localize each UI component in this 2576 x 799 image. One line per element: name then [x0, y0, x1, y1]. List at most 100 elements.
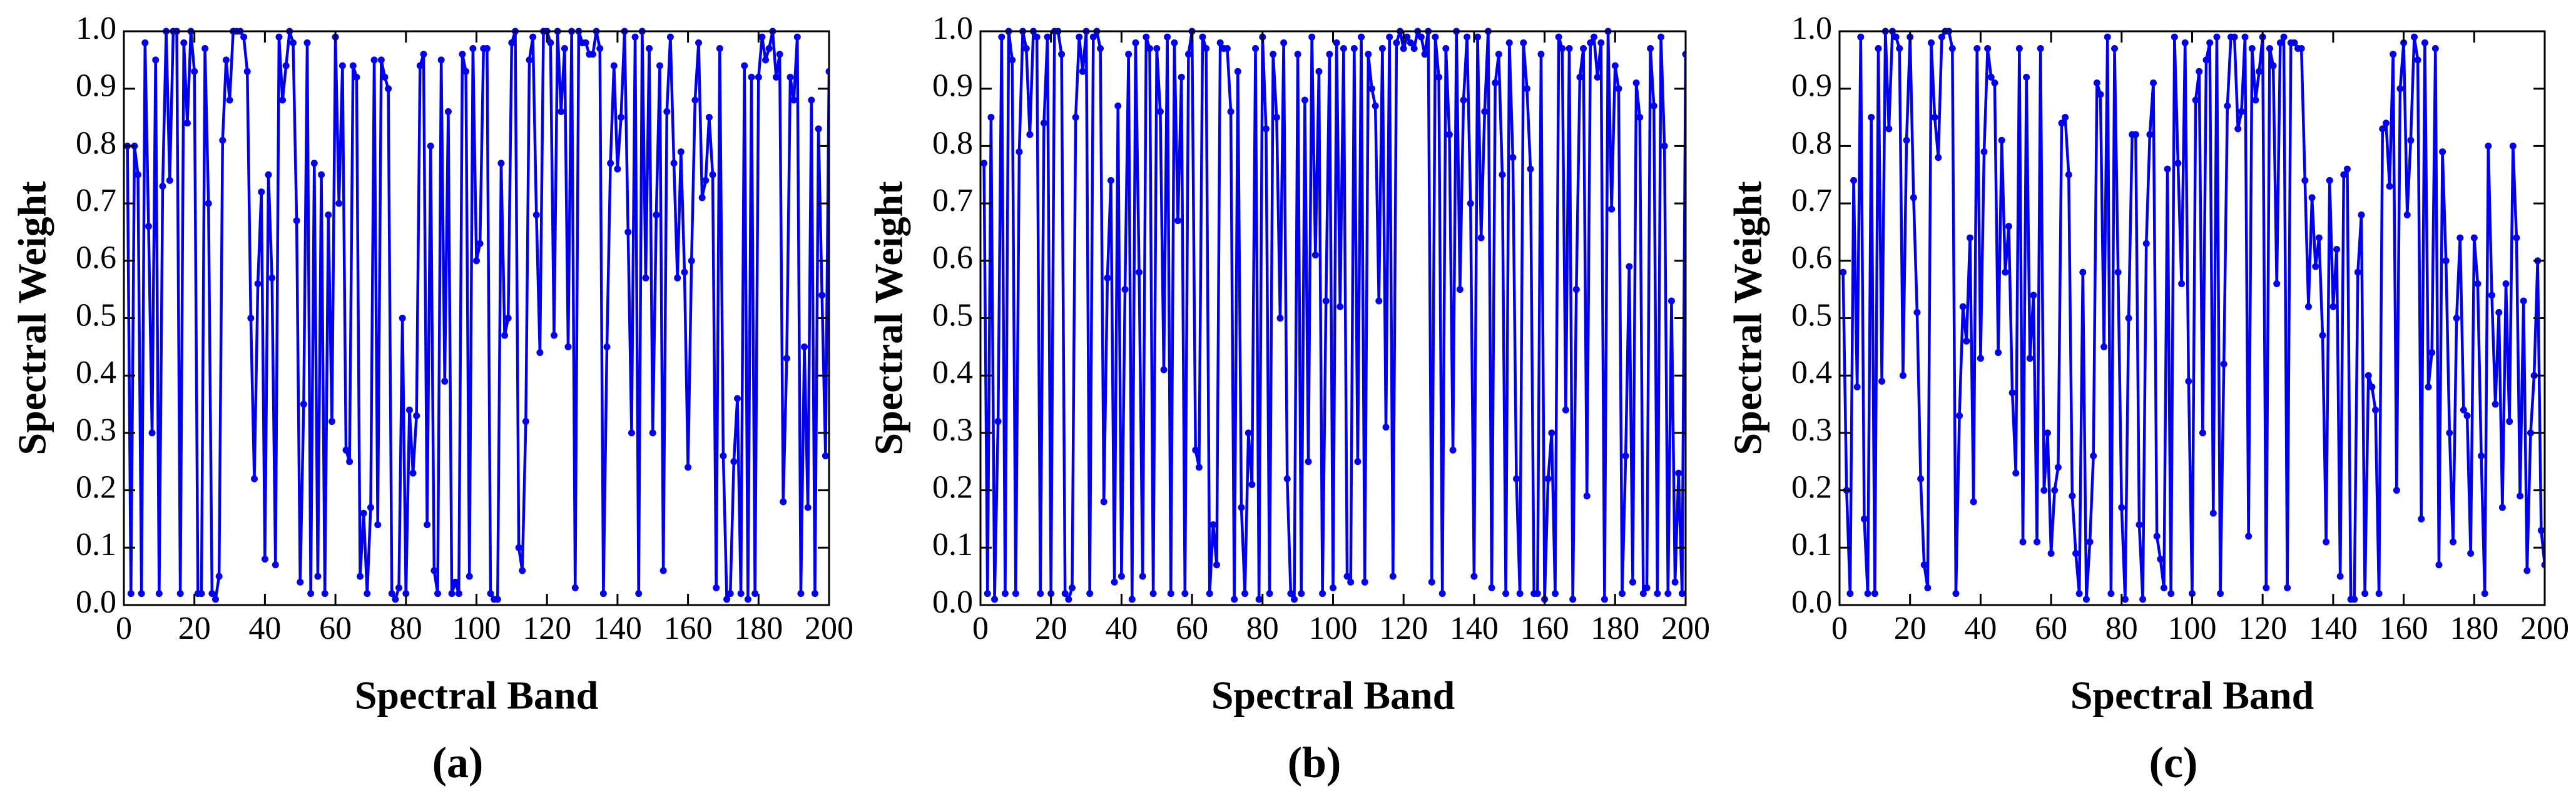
x-tick-label: 80	[1246, 611, 1279, 646]
data-point	[1072, 114, 1079, 121]
data-point	[487, 590, 494, 598]
data-point	[1174, 217, 1182, 225]
data-point	[1931, 114, 1938, 121]
data-point	[522, 418, 529, 425]
data-point	[2157, 556, 2164, 563]
y-tick-label: 0.4	[1791, 355, 1832, 390]
data-point	[2372, 406, 2380, 414]
data-point	[279, 96, 287, 104]
data-point	[2439, 148, 2446, 156]
data-point	[1270, 51, 1277, 58]
data-point	[713, 584, 720, 591]
data-point	[599, 590, 607, 598]
data-point	[2379, 125, 2386, 133]
data-point	[1330, 584, 1336, 591]
data-point	[709, 171, 716, 178]
data-point	[243, 68, 251, 75]
data-point	[2340, 171, 2348, 178]
data-point	[1378, 45, 1386, 53]
data-point	[1365, 51, 1372, 58]
data-point	[2160, 584, 2167, 591]
data-point	[1421, 51, 1428, 58]
data-point	[1340, 45, 1347, 53]
data-point	[1864, 590, 1871, 598]
data-point	[1860, 515, 1868, 522]
data-point	[1311, 252, 1319, 259]
data-point	[2079, 268, 2087, 276]
data-point	[691, 96, 699, 104]
data-point	[1920, 561, 1928, 569]
data-point	[2520, 297, 2527, 305]
data-point	[469, 45, 477, 53]
data-point	[2047, 549, 2055, 557]
data-line	[126, 29, 829, 601]
data-point	[618, 114, 625, 121]
data-point	[790, 96, 798, 104]
data-point	[2111, 45, 2119, 53]
data-point	[1527, 165, 1534, 173]
data-point	[2241, 33, 2249, 41]
data-point	[1417, 33, 1425, 41]
data-point	[1231, 596, 1238, 603]
data-point	[1520, 39, 1527, 46]
data-point	[2390, 51, 2397, 58]
data-point	[772, 73, 780, 81]
data-point	[1513, 475, 1520, 482]
data-point	[1597, 39, 1605, 46]
data-point	[1107, 176, 1114, 184]
data-point	[755, 73, 762, 81]
data-point	[571, 584, 579, 591]
data-point	[2481, 590, 2488, 598]
data-point	[1636, 114, 1644, 121]
plot-area	[124, 28, 829, 603]
data-point	[141, 39, 149, 46]
data-point	[1460, 96, 1467, 104]
data-point	[2023, 73, 2030, 81]
data-point	[529, 33, 537, 41]
data-point	[1871, 590, 1878, 598]
data-point	[1995, 349, 2002, 357]
data-point	[2449, 538, 2456, 546]
x-tick-label: 120	[1379, 611, 1428, 646]
data-point	[564, 343, 572, 350]
data-point	[801, 343, 808, 350]
x-tick-label: 160	[2380, 611, 2428, 646]
data-point	[437, 56, 445, 64]
data-point	[2220, 360, 2227, 368]
data-point	[2034, 538, 2041, 546]
data-point	[1977, 355, 1984, 362]
data-point	[1928, 39, 1935, 46]
data-point	[1294, 51, 1301, 58]
data-point	[1629, 578, 1636, 586]
data-point	[1509, 154, 1517, 161]
data-point	[1079, 68, 1086, 75]
data-point	[508, 39, 516, 46]
data-point	[353, 73, 360, 81]
data-point	[1657, 33, 1665, 41]
data-point	[1213, 561, 1221, 569]
data-point	[1935, 154, 1942, 161]
data-point	[504, 315, 512, 322]
y-tick-label: 0.4	[932, 355, 973, 390]
data-point	[1534, 590, 1541, 598]
data-point	[1878, 377, 1886, 385]
data-point	[557, 108, 565, 115]
data-point	[776, 51, 783, 58]
data-point	[2407, 136, 2415, 144]
data-point	[360, 509, 367, 517]
data-point	[1400, 45, 1407, 53]
data-point	[2139, 596, 2147, 603]
data-point	[2044, 429, 2051, 437]
data-point	[2202, 56, 2210, 64]
data-point	[364, 590, 371, 598]
data-point	[1565, 45, 1573, 53]
x-axis-label: Spectral Band	[2070, 673, 2314, 718]
y-tick-label: 0.6	[932, 240, 973, 276]
data-point	[272, 561, 279, 569]
data-point	[787, 73, 794, 81]
x-tick-label: 20	[178, 611, 211, 646]
data-point	[289, 39, 297, 46]
data-point	[282, 62, 290, 69]
data-point	[370, 56, 378, 64]
